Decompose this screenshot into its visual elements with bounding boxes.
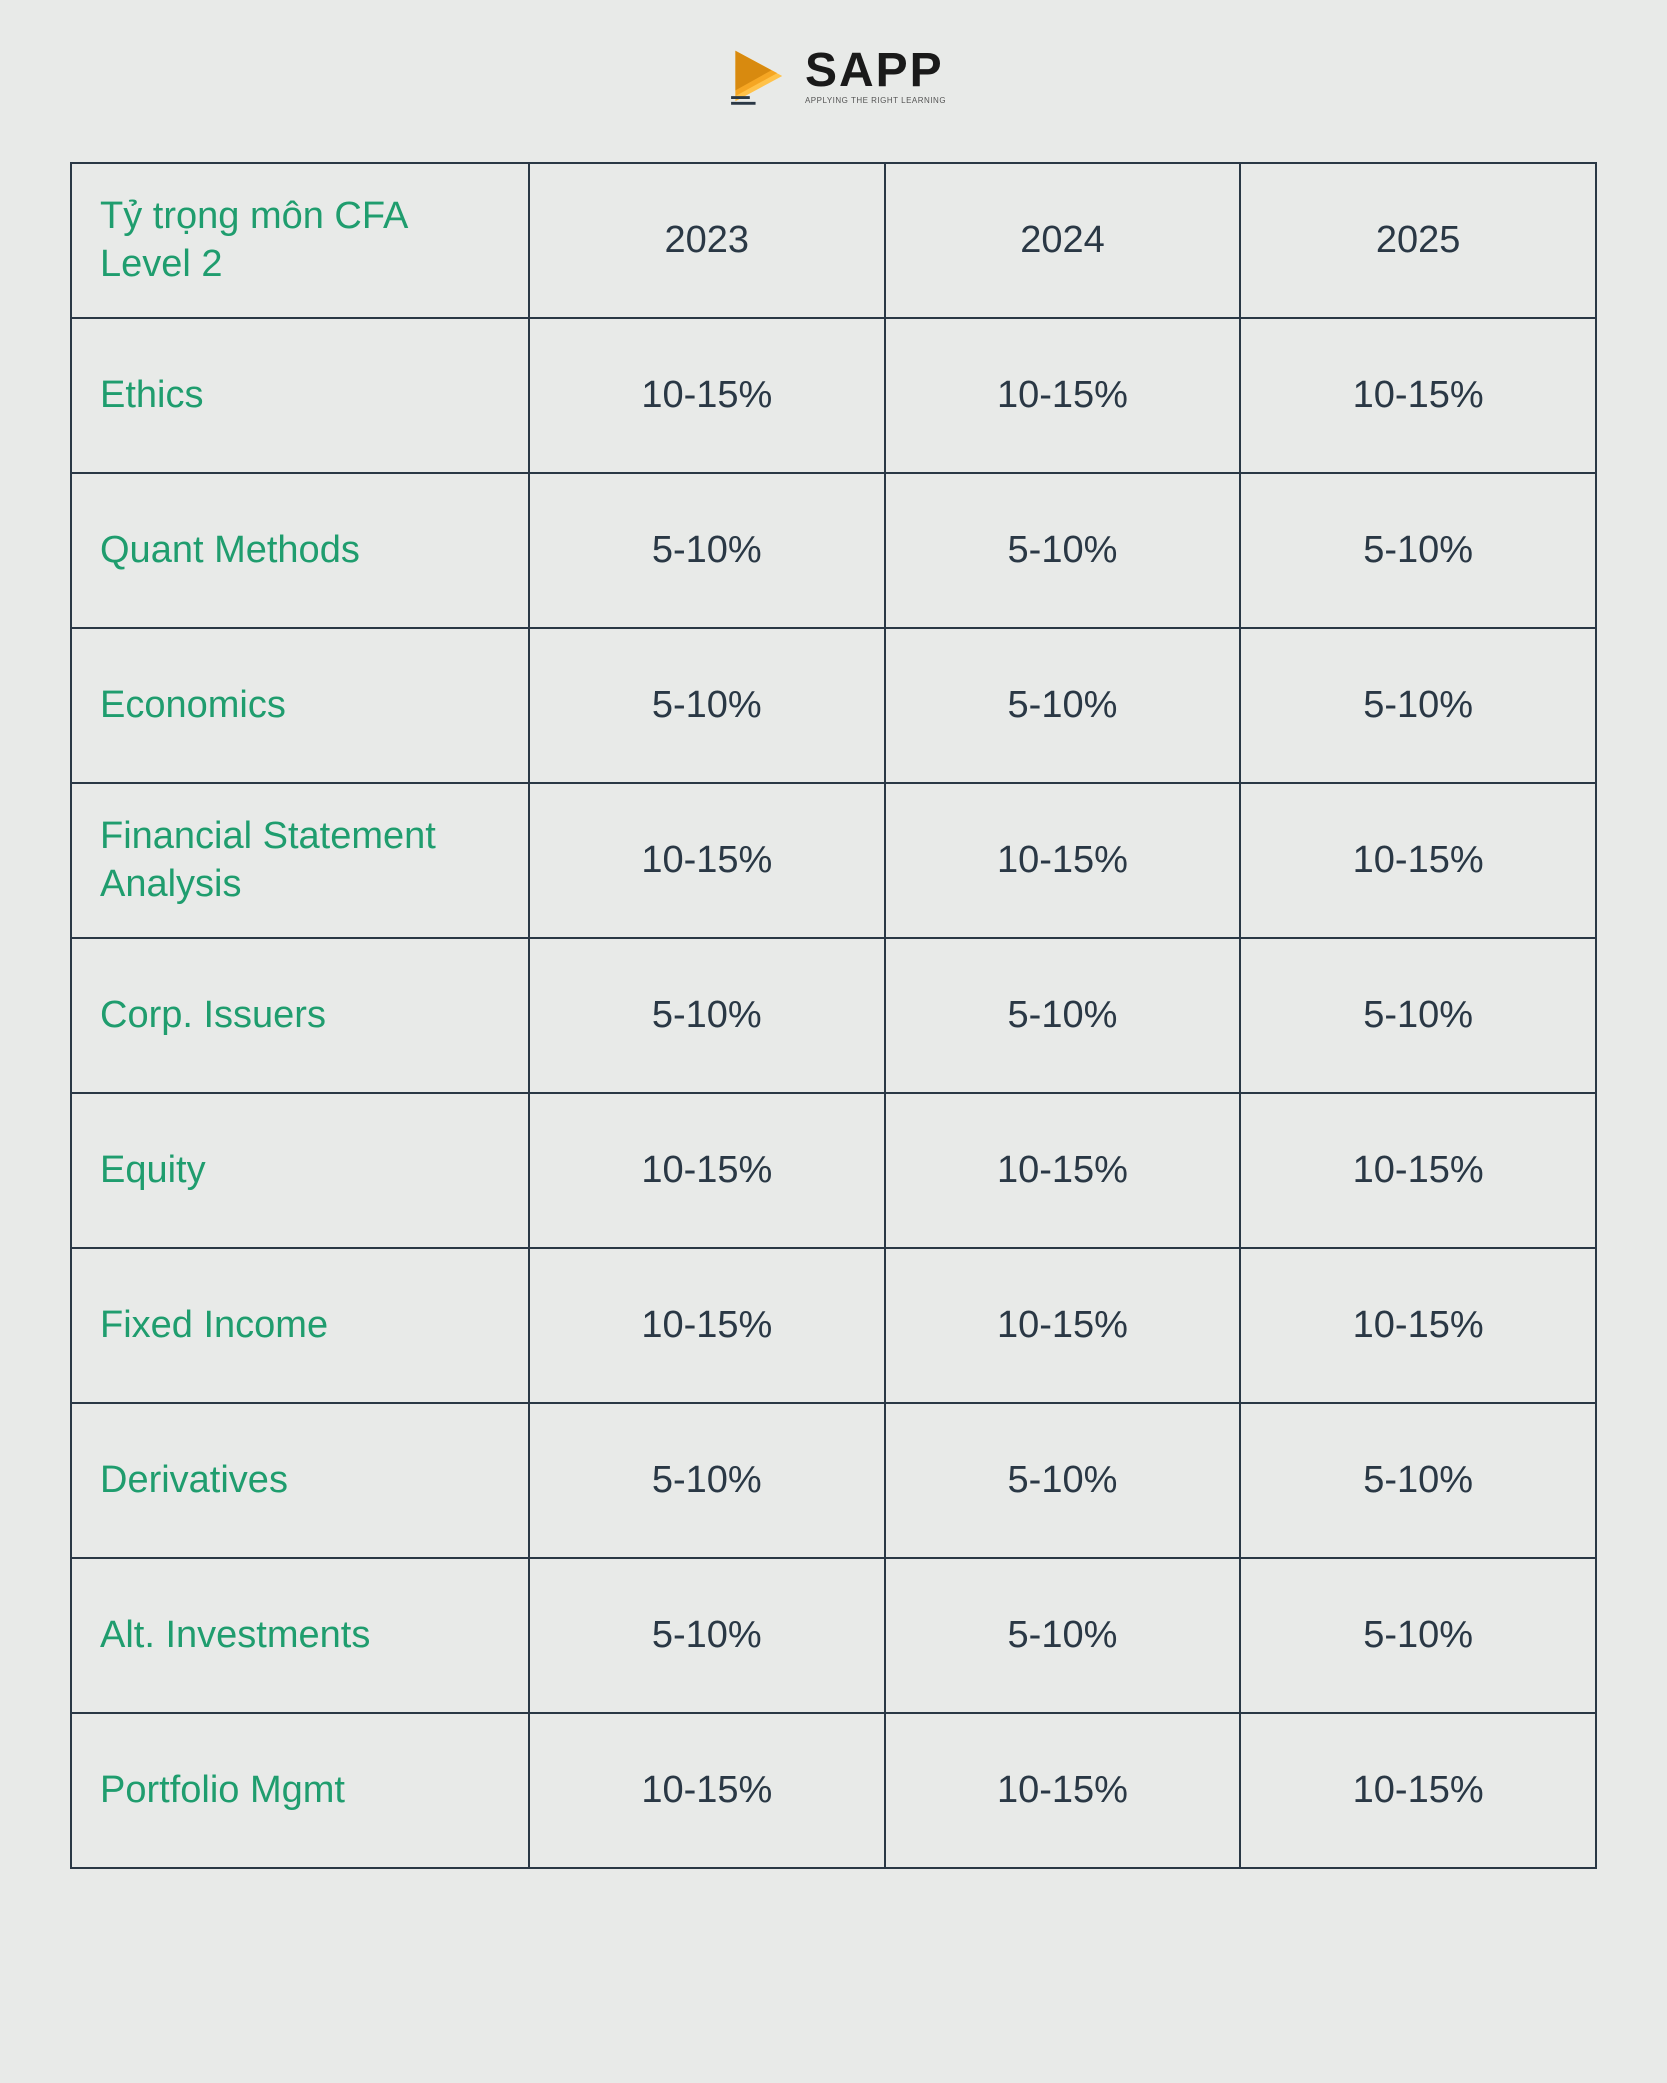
value-cell: 5-10% [1240,938,1596,1093]
value-cell: 10-15% [1240,1713,1596,1868]
logo-text-sub: APPLYING THE RIGHT LEARNING [805,97,946,105]
table-row: Alt. Investments5-10%5-10%5-10% [71,1558,1596,1713]
table-body: Ethics10-15%10-15%10-15%Quant Methods5-1… [71,318,1596,1868]
column-header-year: 2023 [529,163,885,318]
cfa-weights-table: Tỷ trọng môn CFA Level 2202320242025 Eth… [70,162,1597,1869]
table-row: Equity10-15%10-15%10-15% [71,1093,1596,1248]
value-cell: 5-10% [885,938,1241,1093]
value-cell: 10-15% [529,1248,885,1403]
value-cell: 5-10% [529,938,885,1093]
value-cell: 10-15% [1240,783,1596,938]
table-container: Tỷ trọng môn CFA Level 2202320242025 Eth… [0,142,1667,1929]
value-cell: 10-15% [529,1713,885,1868]
logo-text-main: SAPP [805,47,946,95]
value-cell: 5-10% [1240,1558,1596,1713]
row-label: Ethics [71,318,529,473]
row-label: Financial Statement Analysis [71,783,529,938]
table-row: Fixed Income10-15%10-15%10-15% [71,1248,1596,1403]
value-cell: 5-10% [1240,1403,1596,1558]
value-cell: 10-15% [529,318,885,473]
value-cell: 5-10% [529,473,885,628]
row-label: Corp. Issuers [71,938,529,1093]
value-cell: 5-10% [529,1403,885,1558]
table-row: Portfolio Mgmt10-15%10-15%10-15% [71,1713,1596,1868]
value-cell: 10-15% [885,1248,1241,1403]
table-row: Derivatives5-10%5-10%5-10% [71,1403,1596,1558]
column-header-topic: Tỷ trọng môn CFA Level 2 [71,163,529,318]
row-label: Alt. Investments [71,1558,529,1713]
logo-text: SAPP APPLYING THE RIGHT LEARNING [805,47,946,105]
logo-area: SAPP APPLYING THE RIGHT LEARNING [0,0,1667,142]
column-header-year: 2025 [1240,163,1596,318]
row-label: Derivatives [71,1403,529,1558]
value-cell: 5-10% [885,628,1241,783]
row-label: Quant Methods [71,473,529,628]
logo-icon [721,40,793,112]
table-header: Tỷ trọng môn CFA Level 2202320242025 [71,163,1596,318]
value-cell: 10-15% [529,1093,885,1248]
row-label: Fixed Income [71,1248,529,1403]
table-row: Corp. Issuers5-10%5-10%5-10% [71,938,1596,1093]
value-cell: 5-10% [529,628,885,783]
value-cell: 10-15% [885,318,1241,473]
value-cell: 5-10% [885,1558,1241,1713]
column-header-year: 2024 [885,163,1241,318]
value-cell: 5-10% [885,473,1241,628]
value-cell: 10-15% [1240,318,1596,473]
value-cell: 5-10% [1240,628,1596,783]
logo: SAPP APPLYING THE RIGHT LEARNING [721,40,946,112]
value-cell: 10-15% [1240,1093,1596,1248]
value-cell: 5-10% [529,1558,885,1713]
value-cell: 10-15% [1240,1248,1596,1403]
table-row: Quant Methods5-10%5-10%5-10% [71,473,1596,628]
row-label: Economics [71,628,529,783]
row-label: Equity [71,1093,529,1248]
table-row: Ethics10-15%10-15%10-15% [71,318,1596,473]
table-row: Economics5-10%5-10%5-10% [71,628,1596,783]
value-cell: 10-15% [885,1093,1241,1248]
table-row: Financial Statement Analysis10-15%10-15%… [71,783,1596,938]
value-cell: 5-10% [885,1403,1241,1558]
row-label: Portfolio Mgmt [71,1713,529,1868]
value-cell: 10-15% [885,783,1241,938]
value-cell: 10-15% [885,1713,1241,1868]
value-cell: 10-15% [529,783,885,938]
value-cell: 5-10% [1240,473,1596,628]
table-header-row: Tỷ trọng môn CFA Level 2202320242025 [71,163,1596,318]
